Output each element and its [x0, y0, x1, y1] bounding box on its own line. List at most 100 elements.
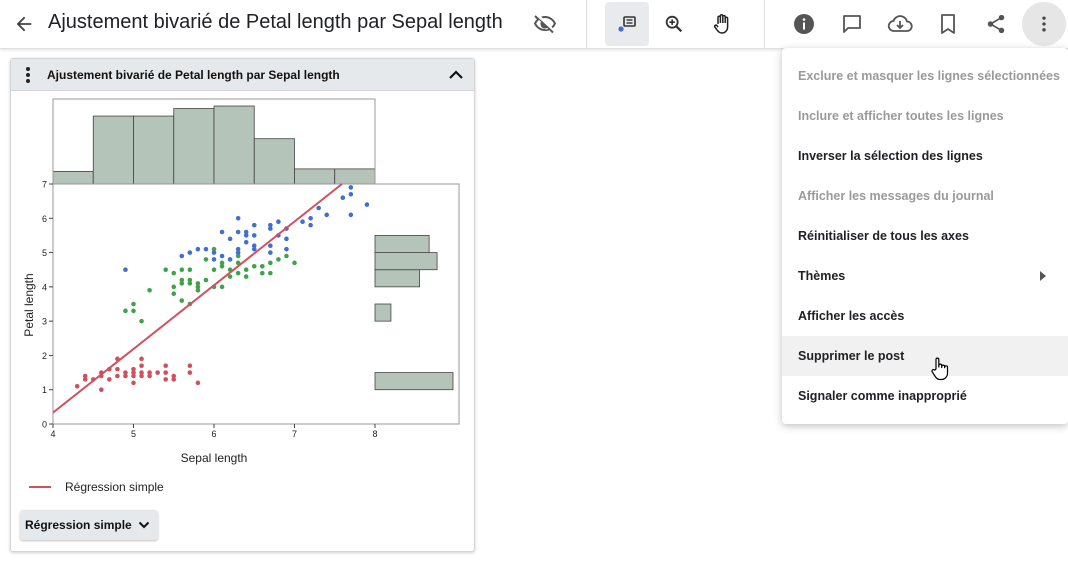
- menu-item-include-show[interactable]: Inclure et afficher toutes les lignes: [782, 96, 1068, 136]
- back-button[interactable]: [2, 2, 46, 46]
- data-point: [219, 263, 225, 269]
- data-point: [227, 257, 233, 262]
- data-point: [251, 243, 257, 249]
- menu-item-report[interactable]: Signaler comme inapproprié: [782, 376, 1068, 416]
- download-button[interactable]: [878, 2, 922, 46]
- chevron-up-icon[interactable]: [446, 65, 466, 85]
- data-point: [260, 263, 265, 269]
- card-title: Ajustement bivarié de Petal length par S…: [47, 68, 340, 82]
- data-point: [235, 246, 241, 252]
- x-tick-label: 7: [292, 429, 297, 439]
- data-point: [324, 212, 330, 218]
- hide-button[interactable]: [523, 2, 567, 46]
- menu-item-reset-axes[interactable]: Réinitialiser de tous les axes: [782, 216, 1068, 256]
- regression-dropdown-label: Régression simple: [25, 518, 132, 532]
- data-point: [131, 380, 136, 386]
- data-point: [203, 257, 209, 262]
- info-button[interactable]: [782, 2, 826, 46]
- data-point: [107, 377, 112, 382]
- data-point: [235, 215, 241, 221]
- menu-item-invert-selection[interactable]: Inverser la sélection des lignes: [782, 136, 1068, 176]
- share-button[interactable]: [974, 2, 1018, 46]
- histogram-bar: [374, 372, 454, 391]
- data-point: [139, 373, 144, 379]
- comment-button[interactable]: [830, 2, 874, 46]
- menu-item-show-access[interactable]: Afficher les accès: [782, 296, 1068, 336]
- more-options-button[interactable]: [1022, 2, 1066, 46]
- data-point: [179, 281, 185, 286]
- regression-dropdown-button[interactable]: Régression simple: [20, 510, 158, 540]
- pointer-hand-cursor-icon: [931, 357, 949, 381]
- y-axis: 0 1 2 3 4 5 6 7: [42, 180, 53, 430]
- data-point: [187, 370, 193, 375]
- data-point: [195, 284, 201, 290]
- data-point: [82, 377, 88, 382]
- data-point: [276, 257, 281, 262]
- histogram-bar: [92, 115, 134, 185]
- pan-tool-button[interactable]: [700, 2, 744, 46]
- data-point: [74, 383, 80, 389]
- data-point: [131, 370, 136, 375]
- data-point: [219, 260, 225, 266]
- top-app-bar: Ajustement bivarié de Petal length par S…: [0, 0, 1068, 49]
- data-point: [268, 270, 273, 276]
- bookmark-button[interactable]: [926, 2, 970, 46]
- zoom-icon: [665, 15, 683, 33]
- data-point: [123, 267, 128, 273]
- x-tick-label: 5: [131, 429, 136, 439]
- y-tick-label: 1: [42, 385, 47, 395]
- data-point: [171, 291, 177, 297]
- y-tick-label: 6: [42, 214, 47, 224]
- annotate-tool-button[interactable]: [605, 2, 649, 46]
- data-point: [171, 373, 177, 379]
- data-point: [195, 246, 201, 252]
- histogram-bar: [374, 303, 392, 322]
- y-tick-label: 4: [42, 282, 47, 292]
- data-point: [163, 363, 168, 369]
- data-point: [139, 370, 144, 375]
- data-point: [211, 267, 217, 273]
- x-histogram-frame: [52, 98, 376, 185]
- cloud-download-icon: [887, 15, 913, 32]
- histogram-bar: [133, 115, 175, 185]
- data-point: [171, 377, 177, 382]
- data-point: [147, 373, 152, 379]
- menu-item-label: Signaler comme inapproprié: [798, 389, 967, 403]
- data-point: [243, 274, 249, 279]
- histogram-bar: [173, 108, 215, 185]
- histogram-bar: [294, 168, 336, 185]
- zoom-tool-button[interactable]: [652, 2, 696, 46]
- card-menu-icon[interactable]: [21, 65, 35, 85]
- menu-item-log-messages[interactable]: Afficher les messages du journal: [782, 176, 1068, 216]
- y-tick-label: 3: [42, 317, 47, 327]
- scatter-points: [74, 185, 370, 393]
- data-point: [115, 366, 120, 372]
- report-card: Ajustement bivarié de Petal length par S…: [10, 58, 475, 552]
- x-axis-label: Sepal length: [181, 451, 248, 465]
- data-point: [179, 298, 185, 303]
- toolbar-divider: [764, 0, 765, 48]
- card-header: Ajustement bivarié de Petal length par S…: [11, 59, 474, 91]
- x-tick-label: 4: [50, 429, 55, 439]
- data-point: [155, 370, 160, 375]
- x-tick-label: 8: [372, 429, 377, 439]
- x-histogram: [52, 105, 376, 185]
- data-point: [251, 222, 257, 228]
- data-point: [131, 308, 136, 314]
- menu-item-exclude-hide[interactable]: Exclure et masquer les lignes sélectionn…: [782, 56, 1068, 96]
- data-point: [187, 281, 193, 286]
- data-point: [308, 215, 313, 221]
- histogram-bar: [374, 252, 438, 271]
- data-point: [251, 263, 257, 269]
- menu-item-themes[interactable]: Thèmes: [782, 256, 1068, 296]
- bookmark-icon: [941, 14, 955, 34]
- menu-item-label: Inverser la sélection des lignes: [798, 149, 983, 163]
- data-point: [300, 219, 305, 225]
- data-point: [268, 226, 273, 231]
- menu-item-delete-post[interactable]: Supprimer le post: [782, 336, 1068, 376]
- toolbar-divider: [586, 0, 587, 48]
- data-point: [243, 229, 249, 235]
- legend-line-swatch: [29, 486, 51, 488]
- data-point: [123, 373, 128, 379]
- data-point: [195, 380, 201, 386]
